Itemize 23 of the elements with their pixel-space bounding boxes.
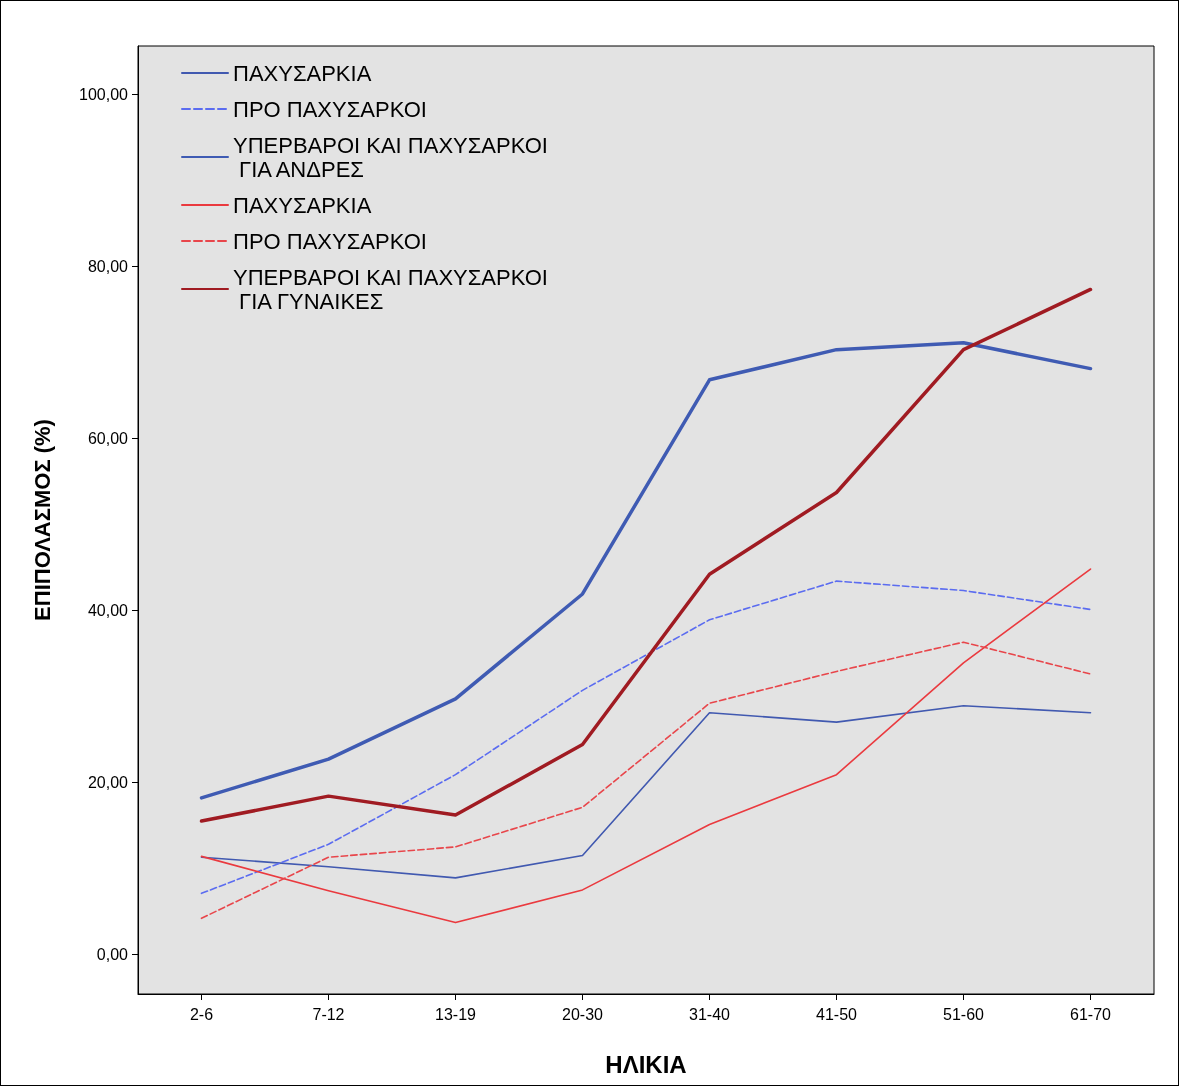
legend-label: ΥΠΕΡΒΑΡΟΙ ΚΑΙ ΠΑΧΥΣΑΡΚΟΙ ΓΙΑ ΓΥΝΑΙΚΕΣ: [233, 264, 548, 314]
y-tick-label: 0,00: [96, 945, 129, 963]
x-tick-label: 20-30: [562, 1005, 604, 1023]
legend-label: ΠΡΟ ΠΑΧΥΣΑΡΚΟΙ: [233, 228, 427, 254]
legend-label: ΠΑΧΥΣΑΡΚΙΑ: [233, 60, 372, 86]
x-axis-title: ΗΛΙΚΙΑ: [605, 1050, 687, 1078]
y-axis-title: ΕΠΙΠΟΛΑΣΜΟΣ (%): [29, 419, 55, 621]
y-tick-label: 40,00: [87, 601, 129, 619]
x-tick-label: 31-40: [689, 1005, 731, 1023]
x-tick-label: 61-70: [1070, 1005, 1112, 1023]
legend-label: ΥΠΕΡΒΑΡΟΙ ΚΑΙ ΠΑΧΥΣΑΡΚΟΙ ΓΙΑ ΑΝΔΡΕΣ: [233, 132, 548, 182]
x-tick-label: 13-19: [435, 1005, 477, 1023]
x-tick-label: 2-6: [189, 1005, 214, 1023]
y-tick-label: 60,00: [87, 429, 129, 447]
y-tick-label: 20,00: [87, 773, 129, 791]
legend-label: ΠΑΧΥΣΑΡΚΙΑ: [233, 192, 372, 218]
y-tick-label: 100,00: [79, 85, 129, 103]
x-tick-label: 7-12: [312, 1005, 345, 1023]
x-tick-label: 51-60: [943, 1005, 985, 1023]
line-series: [200, 705, 1092, 879]
y-tick-label: 80,00: [87, 257, 129, 275]
x-tick-label: 41-50: [816, 1005, 858, 1023]
legend-label: ΠΡΟ ΠΑΧΥΣΑΡΚΟΙ: [233, 96, 427, 122]
